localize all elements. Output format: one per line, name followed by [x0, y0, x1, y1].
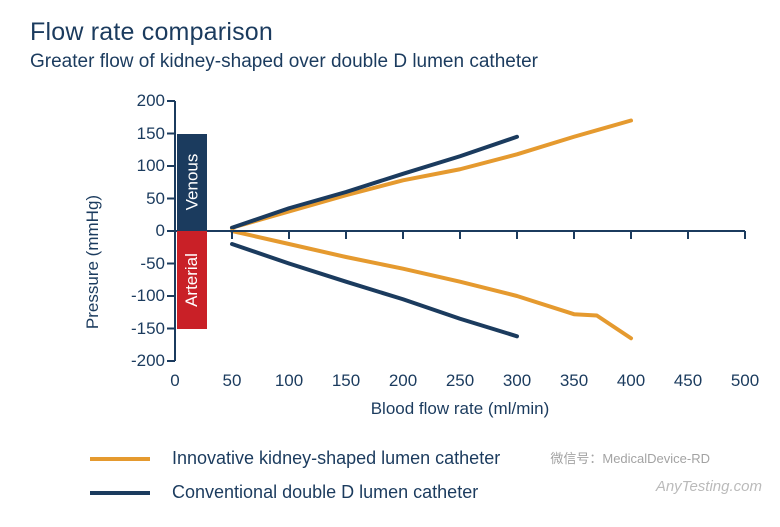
y-tick-200: 200 — [111, 91, 165, 111]
x-tick-0: 0 — [170, 371, 179, 391]
x-axis-label: Blood flow rate (ml/min) — [371, 399, 550, 419]
watermark-wechat: 微信号：MedicalDevice-RD — [550, 448, 710, 467]
x-tick-350: 350 — [560, 371, 588, 391]
series-kidney_arterial — [232, 231, 631, 338]
x-tick-300: 300 — [503, 371, 531, 391]
chart-title: Flow rate comparison — [30, 18, 750, 47]
series-doubleD_arterial — [232, 244, 517, 336]
series-doubleD_venous — [232, 137, 517, 228]
legend-label-1: Conventional double D lumen catheter — [172, 482, 478, 503]
legend-row-1: Conventional double D lumen catheter — [90, 482, 478, 503]
x-tick-50: 50 — [223, 371, 242, 391]
legend-swatch-1 — [90, 491, 150, 495]
y-tick--150: -150 — [111, 319, 165, 339]
x-tick-450: 450 — [674, 371, 702, 391]
y-tick--100: -100 — [111, 286, 165, 306]
chart-subtitle: Greater flow of kidney-shaped over doubl… — [30, 51, 750, 73]
y-tick-150: 150 — [111, 124, 165, 144]
x-tick-250: 250 — [446, 371, 474, 391]
x-tick-100: 100 — [275, 371, 303, 391]
band-arterial: Arterial — [177, 231, 207, 329]
y-tick--200: -200 — [111, 351, 165, 371]
series-kidney_venous — [232, 121, 631, 228]
y-tick--50: -50 — [111, 254, 165, 274]
x-tick-500: 500 — [731, 371, 759, 391]
y-tick-0: 0 — [111, 221, 165, 241]
y-tick-50: 50 — [111, 189, 165, 209]
watermark-anytesting: AnyTesting.com — [656, 478, 762, 495]
x-tick-200: 200 — [389, 371, 417, 391]
chart-area: Pressure (mmHg) VenousArterial-200-150-1… — [30, 93, 750, 431]
y-tick-100: 100 — [111, 156, 165, 176]
legend-row-0: Innovative kidney-shaped lumen catheter — [90, 448, 500, 469]
legend-label-0: Innovative kidney-shaped lumen catheter — [172, 448, 500, 469]
legend-swatch-0 — [90, 457, 150, 461]
band-venous: Venous — [177, 134, 207, 232]
x-tick-150: 150 — [332, 371, 360, 391]
x-tick-400: 400 — [617, 371, 645, 391]
